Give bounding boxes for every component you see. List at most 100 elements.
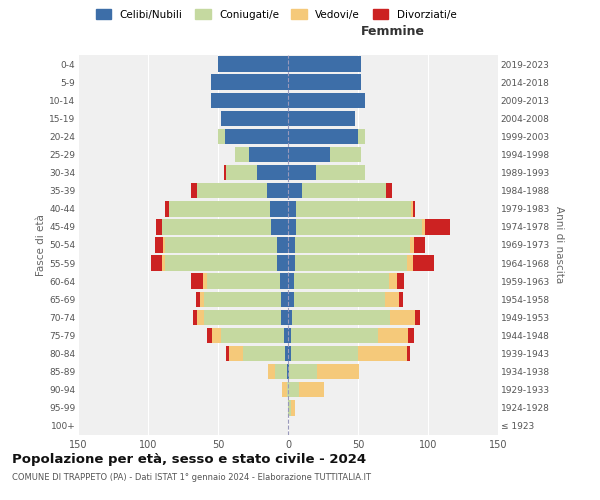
Bar [211,92,288,108]
Bar [287,364,288,380]
Bar [295,256,407,271]
Bar [285,346,288,362]
Bar [204,310,281,325]
Bar [358,128,365,144]
Bar [163,238,165,252]
Bar [162,219,271,234]
Bar [157,219,162,234]
Bar [295,238,410,252]
Bar [316,165,365,180]
Bar [385,292,398,307]
Bar [271,219,288,234]
Bar [291,328,377,343]
Bar [165,238,277,252]
Bar [390,310,415,325]
Bar [268,364,275,380]
Bar [288,128,358,144]
Bar [288,400,291,415]
Bar [288,292,293,307]
Bar [398,292,403,307]
Bar [155,238,163,252]
Text: Popolazione per età, sesso e stato civile - 2024: Popolazione per età, sesso e stato civil… [12,452,366,466]
Bar [203,274,207,289]
Bar [280,274,288,289]
Bar [288,238,295,252]
Bar [218,56,288,72]
Bar [284,328,288,343]
Bar [243,346,285,362]
Bar [288,364,289,380]
Bar [287,382,288,398]
Bar [288,147,330,162]
Bar [196,292,200,307]
Bar [288,382,299,398]
Bar [293,274,389,289]
Bar [293,292,385,307]
Bar [288,56,361,72]
Bar [281,292,288,307]
Bar [289,364,317,380]
Bar [288,201,296,216]
Bar [299,382,325,398]
Bar [207,274,280,289]
Bar [218,128,225,144]
Bar [281,310,288,325]
Bar [191,183,197,198]
Bar [407,256,413,271]
Bar [270,201,288,216]
Bar [224,165,226,180]
Bar [275,364,287,380]
Bar [288,310,292,325]
Bar [165,201,169,216]
Bar [221,328,284,343]
Bar [288,183,302,198]
Bar [413,201,415,216]
Bar [211,74,288,90]
Bar [397,274,404,289]
Bar [288,219,296,234]
Bar [389,274,397,289]
Bar [197,183,267,198]
Bar [425,219,451,234]
Bar [358,346,407,362]
Bar [317,364,359,380]
Bar [288,346,291,362]
Bar [283,382,287,398]
Bar [169,201,270,216]
Bar [267,183,288,198]
Bar [212,328,221,343]
Bar [151,256,162,271]
Bar [377,328,409,343]
Bar [288,274,293,289]
Bar [288,328,291,343]
Bar [229,346,243,362]
Bar [422,219,425,234]
Bar [226,165,257,180]
Bar [288,110,355,126]
Bar [291,400,295,415]
Bar [414,238,425,252]
Bar [410,238,414,252]
Bar [200,292,204,307]
Bar [407,346,410,362]
Bar [226,346,229,362]
Bar [249,147,288,162]
Bar [411,201,413,216]
Bar [277,238,288,252]
Bar [288,74,361,90]
Bar [193,310,197,325]
Bar [221,110,288,126]
Bar [225,128,288,144]
Bar [207,328,212,343]
Bar [292,310,390,325]
Bar [415,310,419,325]
Bar [288,165,316,180]
Bar [330,147,361,162]
Bar [197,310,204,325]
Text: Femmine: Femmine [361,25,425,38]
Bar [162,256,165,271]
Bar [235,147,249,162]
Bar [204,292,281,307]
Bar [288,256,295,271]
Y-axis label: Fasce di età: Fasce di età [36,214,46,276]
